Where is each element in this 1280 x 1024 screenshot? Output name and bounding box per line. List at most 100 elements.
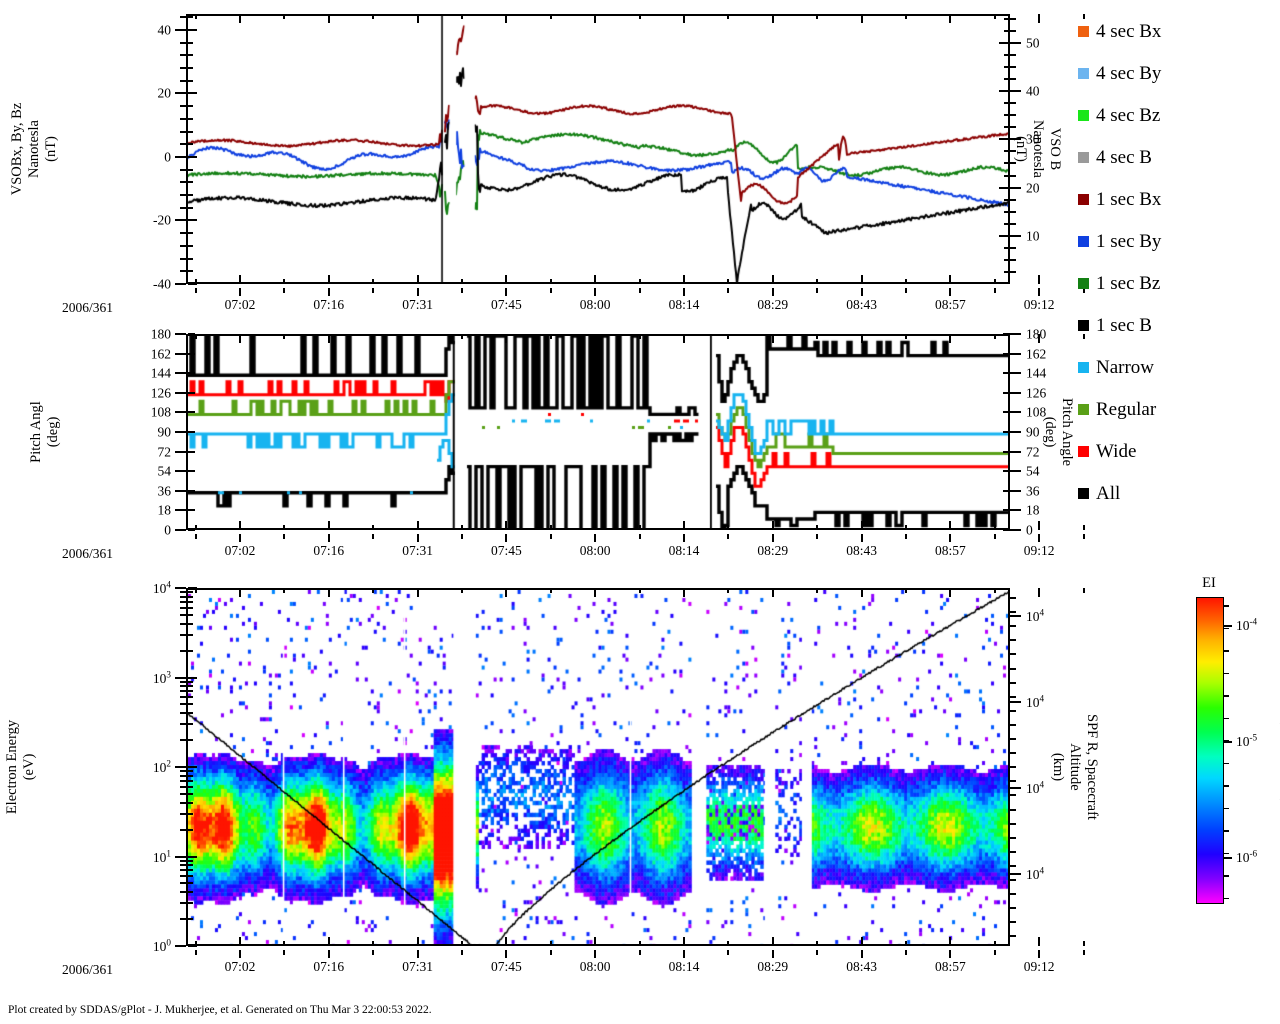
axis-tick [175, 766, 186, 768]
legend-item-1-sec-by[interactable]: 1 sec By [1078, 220, 1278, 262]
axis-tick [771, 588, 774, 597]
panel-electron-energy-spectrogram[interactable] [186, 588, 1010, 946]
legend-swatch-icon [1078, 67, 1089, 79]
y-tick-label-right: 104 [1026, 865, 1045, 882]
axis-tick [860, 521, 863, 530]
x-tick-label: 08:29 [757, 543, 789, 558]
axis-tick [180, 902, 186, 905]
axis-tick [1004, 78, 1009, 81]
axis-tick [1010, 822, 1016, 825]
axis-tick [594, 288, 597, 296]
axis-tick [188, 633, 193, 636]
axis-tick [239, 937, 241, 946]
axis-tick [1010, 787, 1021, 789]
axis-tick [188, 117, 193, 120]
y-tick-label-right: 20 [1026, 179, 1040, 195]
axis-tick [180, 257, 186, 260]
panel-magnetic-field[interactable] [186, 14, 1010, 284]
axis-tick [1010, 138, 1021, 141]
axis-tick [993, 279, 996, 284]
legend-label: 1 sec Bx [1096, 188, 1162, 210]
axis-tick [180, 690, 186, 693]
axis-tick [949, 950, 952, 958]
axis-tick [180, 703, 186, 706]
legend-item-4-sec-bz[interactable]: 4 sec Bz [1078, 94, 1278, 136]
legend-item-1-sec-b[interactable]: 1 sec B [1078, 304, 1278, 346]
axis-tick [188, 194, 193, 197]
axis-tick [194, 941, 197, 946]
x-tick-label: 07:45 [491, 959, 522, 974]
axis-tick [727, 334, 730, 339]
axis-tick [1010, 210, 1016, 213]
axis-tick [1010, 258, 1016, 261]
y-tick-label: 144 [150, 365, 171, 381]
axis-tick [549, 525, 552, 530]
legend-item-4-sec-bx[interactable]: 4 sec Bx [1078, 10, 1278, 52]
legend-item-4-sec-by[interactable]: 4 sec By [1078, 52, 1278, 94]
x-tick-label: 09:12 [1023, 959, 1055, 974]
axis-tick [180, 869, 186, 872]
legend-item-all[interactable]: All [1078, 472, 1278, 514]
axis-tick [188, 945, 197, 947]
axis-tick [180, 54, 186, 57]
axis-tick [188, 257, 193, 260]
axis-tick [188, 431, 195, 433]
axis-tick [188, 41, 193, 44]
axis-tick [993, 525, 996, 530]
axis-tick [188, 92, 197, 95]
axis-tick [180, 739, 186, 742]
legend-item-4-sec-b[interactable]: 4 sec B [1078, 136, 1278, 178]
y-tick-label: 40 [157, 22, 172, 38]
x-tick-label: 09:12 [1023, 297, 1055, 312]
axis-tick [188, 591, 193, 594]
y-tick-label: 54 [157, 463, 172, 479]
axis-tick [638, 588, 641, 593]
panel-pitch-angle[interactable] [186, 334, 1010, 530]
y-tick-label-right: 72 [1026, 443, 1040, 459]
axis-tick [505, 534, 508, 542]
axis-tick [860, 937, 863, 946]
y-tick-label-right: 10 [1026, 228, 1040, 244]
axis-tick [1082, 288, 1085, 293]
axis-tick [816, 288, 819, 293]
axis-tick [771, 14, 774, 23]
axis-tick [188, 333, 195, 335]
axis-tick [594, 950, 597, 958]
legend-item-narrow[interactable]: Narrow [1078, 346, 1278, 388]
axis-tick [180, 613, 186, 616]
axis-tick [175, 283, 186, 285]
legend-item-1-sec-bx[interactable]: 1 sec Bx [1078, 178, 1278, 220]
legend-label: 1 sec B [1096, 314, 1152, 336]
axis-tick [505, 14, 508, 23]
legend-item-1-sec-bz[interactable]: 1 sec Bz [1078, 262, 1278, 304]
axis-tick [993, 950, 996, 955]
axis-tick [175, 450, 186, 453]
axis-tick [683, 534, 685, 542]
x-tick-label: 08:43 [846, 297, 877, 312]
axis-tick [188, 855, 197, 858]
axis-tick [188, 766, 197, 768]
axis-tick [188, 779, 193, 782]
axis-tick [188, 869, 193, 872]
axis-tick [416, 534, 419, 542]
axis-tick [638, 14, 641, 19]
y-tick-label: 0 [164, 149, 171, 165]
axis-tick [188, 918, 193, 921]
axis-tick [638, 941, 641, 946]
legend-item-wide[interactable]: Wide [1078, 430, 1278, 472]
y-tick-label: 126 [150, 385, 171, 401]
axis-tick [180, 79, 186, 82]
axis-tick [727, 279, 730, 284]
legend-item-regular[interactable]: Regular [1078, 388, 1278, 430]
axis-tick [180, 712, 186, 715]
axis-tick [188, 411, 195, 414]
y-tick-label-right: 50 [1026, 35, 1040, 51]
axis-tick [1010, 41, 1021, 44]
axis-tick [683, 288, 685, 296]
figure-footer: Plot created by SDDAS/gPlot - J. Mukherj… [8, 1004, 432, 1016]
axis-tick [1010, 150, 1016, 153]
axis-tick [188, 739, 193, 742]
y-tick-label-right: 162 [1026, 345, 1047, 361]
axis-tick [816, 588, 819, 593]
axis-tick [180, 622, 186, 625]
